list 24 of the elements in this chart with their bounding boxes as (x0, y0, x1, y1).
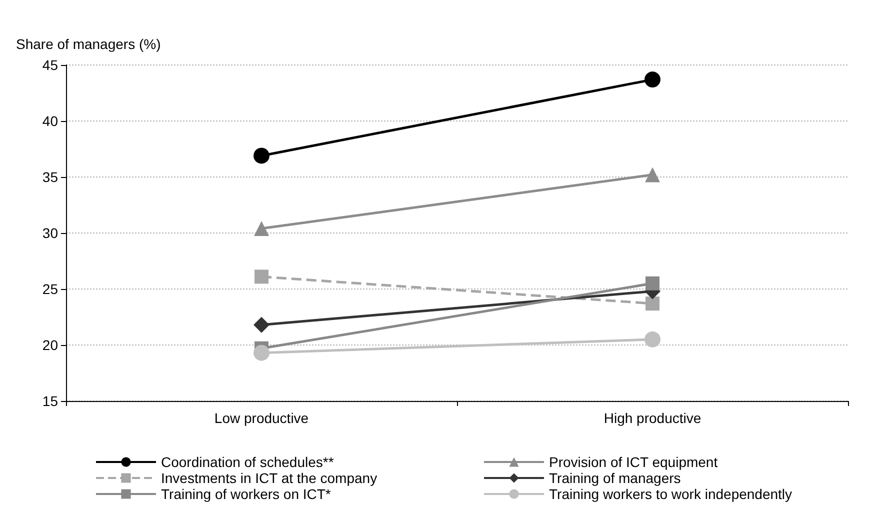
x-tick-label: High productive (604, 410, 702, 426)
y-axis-title: Share of managers (%) (16, 36, 161, 52)
point (254, 316, 270, 333)
legend-label: Training of managers (549, 470, 681, 486)
y-tick-label: 40 (42, 113, 58, 129)
legend-label: Provision of ICT equipment (549, 454, 718, 470)
y-tick-label: 15 (42, 393, 58, 409)
y-tick-label: 20 (42, 337, 58, 353)
point (646, 296, 660, 311)
y-tick-label: 25 (42, 281, 58, 297)
x-tick-label: Low productive (214, 410, 309, 426)
point (644, 72, 660, 88)
legend-label: Investments in ICT at the company (161, 470, 378, 486)
point (254, 148, 270, 164)
point (254, 344, 270, 361)
legend-label: Training workers to work independently (549, 486, 792, 502)
point (254, 270, 268, 284)
legend-label: Coordination of schedules** (161, 454, 334, 470)
y-tick-label: 30 (42, 225, 58, 241)
point (644, 331, 660, 348)
point (646, 276, 660, 290)
y-tick-label: 35 (42, 169, 58, 185)
y-tick-label: 45 (42, 57, 58, 73)
legend-label: Training of workers on ICT* (161, 486, 332, 502)
